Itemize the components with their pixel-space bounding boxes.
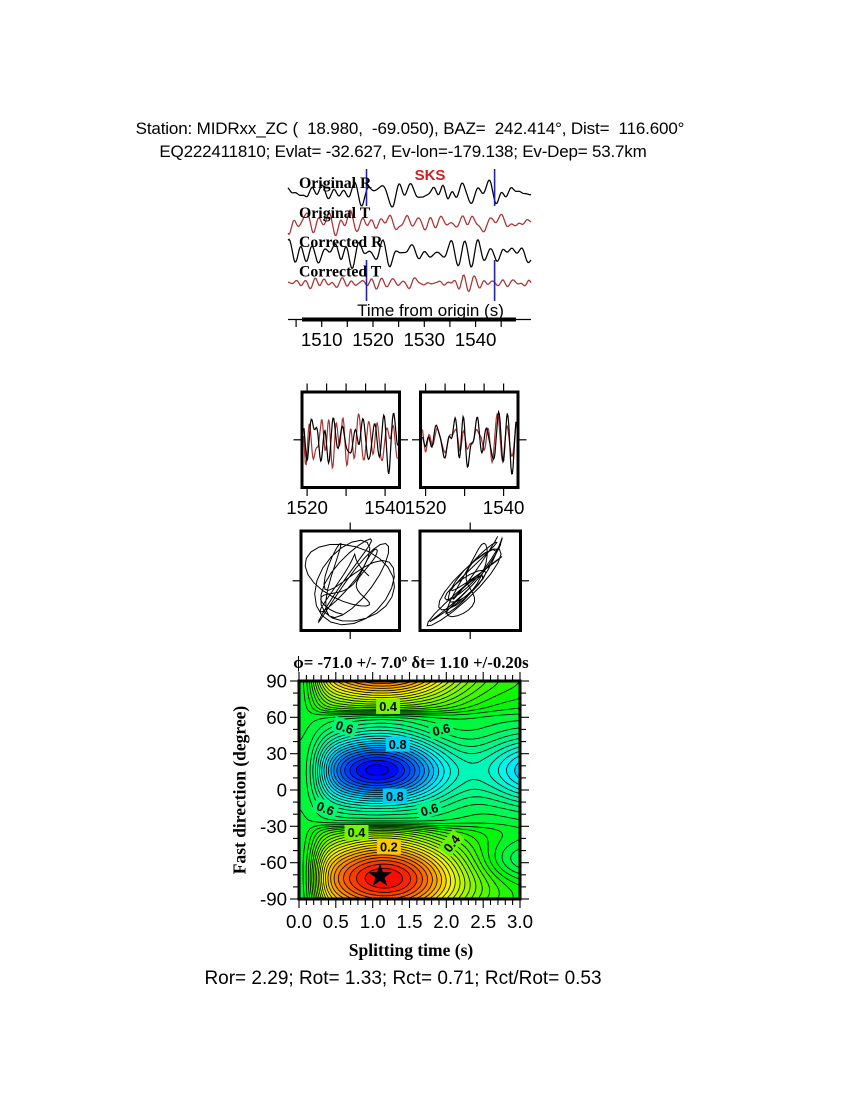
svg-text:0: 0	[277, 780, 287, 801]
svg-text:Corrected T: Corrected T	[299, 264, 382, 281]
svg-text:Original T: Original T	[299, 205, 371, 222]
svg-text:2.0: 2.0	[433, 911, 459, 932]
svg-text:1520: 1520	[405, 497, 447, 518]
svg-text:1.5: 1.5	[397, 911, 423, 932]
svg-text:1540: 1540	[483, 497, 525, 518]
svg-text:1540: 1540	[455, 329, 497, 350]
svg-text:1530: 1530	[404, 329, 446, 350]
svg-text:Ror= 2.29; Rot= 1.33; Rct= 0.7: Ror= 2.29; Rot= 1.33; Rct= 0.71; Rct/Rot…	[204, 968, 601, 989]
svg-text:0.8: 0.8	[389, 737, 407, 752]
svg-text:Station: MIDRxx_ZC ( 18.980,: Station: MIDRxx_ZC ( 18.980, -69.050), B…	[136, 119, 685, 138]
svg-text:-60: -60	[260, 852, 287, 873]
svg-text:1520: 1520	[352, 329, 394, 350]
svg-text:0.6: 0.6	[314, 798, 336, 819]
svg-text:3.0: 3.0	[507, 911, 533, 932]
svg-text:-30: -30	[260, 816, 287, 837]
svg-text:0.2: 0.2	[380, 840, 398, 855]
svg-text:Fast direction (degree): Fast direction (degree)	[230, 706, 250, 875]
svg-text:0.6: 0.6	[419, 800, 440, 819]
svg-text:2.5: 2.5	[470, 911, 496, 932]
svg-text:-90: -90	[260, 889, 287, 910]
svg-text:EQ222411810; Evlat= -32.627, E: EQ222411810; Evlat= -32.627, Ev-lon=-179…	[159, 142, 646, 161]
svg-text:ϕ= -71.0 +/- 7.0º δt= 1.10 +/-: ϕ= -71.0 +/- 7.0º δt= 1.10 +/-0.20s	[293, 653, 529, 672]
svg-text:1520: 1520	[286, 497, 328, 518]
svg-text:1510: 1510	[301, 329, 343, 350]
svg-text:Splitting time (s): Splitting time (s)	[349, 940, 474, 960]
svg-text:0.6: 0.6	[431, 720, 452, 739]
svg-text:1.0: 1.0	[360, 911, 386, 932]
svg-text:0.4: 0.4	[348, 825, 367, 840]
svg-text:SKS: SKS	[415, 167, 446, 184]
svg-text:30: 30	[266, 743, 287, 764]
svg-text:Original R: Original R	[299, 175, 372, 192]
svg-text:0.6: 0.6	[334, 717, 356, 737]
svg-text:0.5: 0.5	[323, 911, 349, 932]
svg-text:0.0: 0.0	[286, 911, 312, 932]
svg-text:90: 90	[266, 671, 287, 692]
svg-text:Time from origin (s): Time from origin (s)	[357, 301, 504, 320]
svg-text:Corrected R: Corrected R	[299, 234, 383, 251]
svg-text:1540: 1540	[364, 497, 406, 518]
svg-text:60: 60	[266, 707, 287, 728]
svg-text:0.8: 0.8	[386, 789, 404, 804]
svg-text:0.4: 0.4	[379, 699, 398, 714]
